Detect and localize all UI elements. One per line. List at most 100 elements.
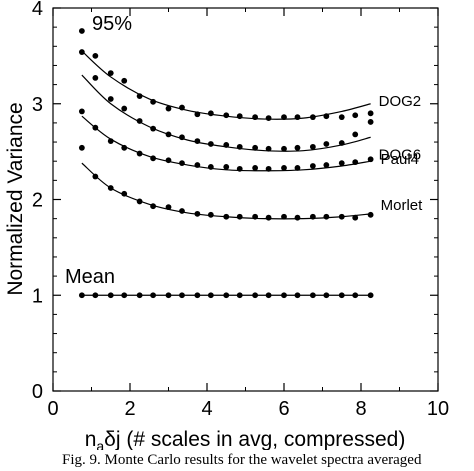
data-point-paul4: [294, 165, 301, 171]
data-point-paul4: [265, 165, 272, 172]
data-point-dog6: [281, 145, 287, 152]
data-point-dog6: [136, 118, 143, 124]
x-axis-label-n: n: [85, 428, 97, 450]
data-point-dog2: [121, 77, 128, 84]
data-point-morlet: [352, 214, 359, 221]
data-point-mean: [236, 292, 243, 299]
data-point-dog2: [165, 105, 172, 112]
data-point-paul4: [236, 165, 243, 172]
data-point-dog6: [236, 143, 243, 150]
data-point-dog6: [194, 138, 201, 144]
data-points: [78, 28, 374, 299]
x-axis-label-rest: δj (# scales in avg, compressed): [104, 428, 405, 450]
series-label-dog2: DOG2: [379, 93, 422, 110]
data-point-morlet: [252, 213, 259, 220]
data-point-morlet: [309, 213, 316, 220]
data-point-paul4: [194, 162, 201, 168]
data-point-dog2: [107, 70, 114, 77]
data-point-paul4: [252, 165, 259, 171]
data-point-mean: [136, 292, 143, 299]
data-point-paul4: [150, 155, 157, 162]
data-point-dog2: [78, 28, 85, 34]
data-point-mean: [252, 292, 259, 299]
data-point-dog2: [281, 114, 287, 121]
data-point-morlet: [179, 208, 185, 214]
x-tick-label: 10: [427, 398, 449, 420]
data-point-dog2: [136, 93, 143, 99]
data-point-dog2: [223, 112, 230, 119]
figure-caption: Fig. 9. Monte Carlo results for the wave…: [62, 452, 422, 468]
data-point-morlet: [323, 213, 330, 220]
data-point-mean: [207, 292, 214, 299]
x-axis-label-sub: a: [96, 438, 104, 450]
data-point-dog6: [207, 141, 214, 147]
annotation-95: 95%: [92, 13, 132, 35]
data-point-mean: [179, 292, 185, 299]
data-point-dog6: [323, 141, 330, 147]
data-point-paul4: [207, 164, 214, 170]
data-point-dog2: [236, 113, 243, 120]
data-point-morlet: [281, 213, 287, 220]
data-point-morlet: [150, 203, 157, 210]
data-point-paul4: [323, 162, 330, 168]
data-point-mean: [323, 292, 330, 299]
data-point-dog6: [309, 143, 316, 150]
series-label-morlet: Morlet: [381, 197, 424, 214]
data-point-mean: [352, 292, 359, 299]
data-point-morlet: [236, 213, 243, 220]
x-tick-label: 6: [278, 398, 289, 420]
data-point-dog2: [265, 115, 272, 122]
x-tick-label: 4: [201, 398, 212, 420]
data-point-dog6: [92, 74, 99, 81]
data-point-dog2: [252, 114, 259, 121]
data-point-dog6: [294, 144, 301, 151]
data-point-dog6: [150, 125, 157, 132]
data-point-dog2: [338, 114, 345, 121]
fit-curves: [81, 50, 371, 296]
y-axis-label: Normalized Variance: [4, 102, 27, 295]
data-point-dog2: [150, 98, 157, 105]
data-point-morlet: [294, 214, 301, 221]
annotation-mean: Mean: [65, 266, 115, 288]
data-point-paul4: [352, 159, 359, 166]
data-point-mean: [92, 292, 99, 299]
data-point-mean: [265, 292, 272, 299]
data-point-dog2: [352, 112, 359, 119]
data-point-dog6: [107, 96, 114, 102]
data-point-paul4: [92, 124, 99, 131]
x-axis-label: naδj (# scales in avg, compressed): [85, 428, 406, 450]
data-point-dog6: [352, 131, 359, 138]
series-label-dog6: DOG6: [379, 146, 422, 163]
data-point-morlet: [194, 210, 201, 217]
data-point-dog2: [92, 52, 99, 59]
data-point-paul4: [309, 163, 316, 169]
data-point-dog6: [367, 119, 374, 125]
data-point-paul4: [78, 108, 85, 115]
data-point-paul4: [338, 160, 345, 167]
data-point-paul4: [281, 165, 287, 171]
series-label-paul4: Paul4: [381, 151, 419, 168]
data-point-morlet: [367, 211, 374, 218]
data-point-paul4: [367, 156, 374, 163]
data-point-paul4: [165, 157, 172, 164]
data-point-mean: [194, 292, 201, 299]
data-point-morlet: [92, 173, 99, 180]
data-point-mean: [223, 292, 230, 299]
data-point-mean: [150, 292, 157, 299]
y-tick-label: 2: [32, 190, 43, 212]
data-point-dog2: [323, 113, 330, 120]
data-point-dog6: [338, 140, 345, 146]
x-tick-label: 0: [47, 398, 58, 420]
data-point-dog6: [179, 134, 185, 141]
data-point-morlet: [338, 213, 345, 220]
data-point-morlet: [207, 211, 214, 218]
data-point-paul4: [107, 138, 114, 144]
data-point-morlet: [107, 185, 114, 191]
data-point-mean: [78, 292, 85, 299]
data-point-mean: [165, 292, 172, 299]
data-point-dog6: [78, 49, 85, 55]
fit-curve-morlet: [81, 162, 371, 220]
x-tick-label: 8: [355, 398, 366, 420]
y-tick-label: 1: [32, 285, 43, 307]
data-point-morlet: [121, 190, 128, 197]
